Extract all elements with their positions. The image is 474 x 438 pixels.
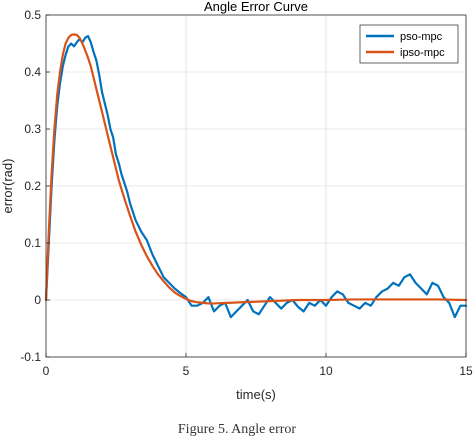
- y-tick-label: 0.4: [24, 65, 41, 79]
- x-tick-label: 0: [43, 364, 50, 378]
- y-tick-label: 0: [34, 293, 41, 307]
- x-axis-label: time(s): [236, 387, 276, 402]
- y-tick-label: -0.1: [20, 350, 41, 364]
- y-axis-label: error(rad): [0, 159, 15, 214]
- y-tick-label: 0.1: [24, 236, 41, 250]
- legend-box: [359, 24, 459, 64]
- legend: pso-mpc ipso-mpc: [359, 24, 459, 64]
- x-tick-label: 10: [319, 364, 333, 378]
- legend-label-ipso-mpc: ipso-mpc: [400, 47, 445, 59]
- series-line-ipso-mpc: [44, 33, 468, 305]
- grid: [46, 15, 466, 357]
- figure-caption: Figure 5. Angle error: [177, 422, 297, 437]
- x-tick-label: 5: [183, 364, 190, 378]
- series-group: [44, 33, 468, 319]
- legend-label-pso-mpc: pso-mpc: [400, 31, 443, 43]
- series-line-pso-mpc: [44, 34, 468, 319]
- y-tick-label: 0.5: [24, 8, 41, 22]
- y-tick-label: 0.3: [24, 122, 41, 136]
- chart: 0 5 10 15-0.100.10.20.30.40.5 Angle Error C…: [0, 0, 473, 402]
- ticks-group: 0 5 10 15-0.100.10.20.30.40.5: [20, 8, 473, 378]
- chart-title: Angle Error Curve: [204, 0, 308, 14]
- y-tick-label: 0.2: [24, 179, 41, 193]
- x-tick-label: 15: [459, 364, 473, 378]
